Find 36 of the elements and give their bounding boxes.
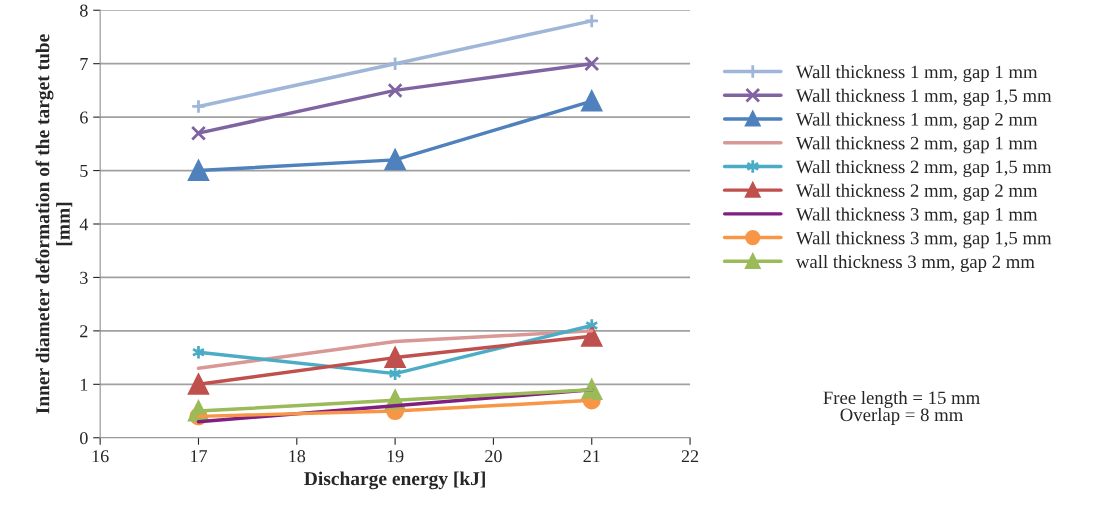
legend-label: Wall thickness 2 mm, gap 2 mm xyxy=(795,183,1038,201)
legend-label: Wall thickness 2 mm, gap 1 mm xyxy=(795,136,1038,154)
legend-label: Wall thickness 2 mm, gap 1,5 mm xyxy=(795,159,1052,178)
x-tick-label: 21 xyxy=(583,450,600,463)
point xyxy=(387,56,403,72)
text: Free length = 15 mm Overlap = 8 mm xyxy=(823,390,980,425)
point xyxy=(188,160,209,181)
legend-label: Wall thickness 1 mm, gap 1,5 mm xyxy=(795,88,1052,106)
legend-label: Wall thickness 1 mm, gap 2 mm xyxy=(795,112,1038,130)
x-axis-title: Discharge energy [kJ] xyxy=(304,471,485,490)
point xyxy=(387,82,403,99)
y-tick-label: 0 xyxy=(80,432,88,445)
y-tick-label: 6 xyxy=(80,111,88,124)
x-tick-label: 20 xyxy=(485,450,502,463)
legend-label: wall thickness 3 mm, gap 2 mm xyxy=(795,254,1035,272)
legend-label: Wall thickness 3 mm, gap 1 mm xyxy=(795,207,1038,225)
y-tick-label: 3 xyxy=(80,271,88,284)
point xyxy=(188,373,209,395)
y-tick-label: 8 xyxy=(80,4,88,17)
y-tick-label: 4 xyxy=(79,218,89,231)
y-tick-label: 5 xyxy=(80,165,88,177)
x-tick-label: 22 xyxy=(681,450,699,463)
legend-label: Wall thickness 3 mm, gap 1,5 mm xyxy=(795,231,1052,249)
y-axis-title: Inner diameter deformation of the target tube [mm] xyxy=(35,34,73,414)
point xyxy=(190,98,207,115)
x-tick-label: 18 xyxy=(289,450,306,463)
point xyxy=(190,125,207,141)
x-tick-label: 19 xyxy=(387,450,404,463)
point xyxy=(581,90,603,112)
point xyxy=(584,56,600,72)
legend-label: Wall thickness 1 mm, gap 1 mm xyxy=(795,65,1038,83)
y-tick-label: 2 xyxy=(80,325,88,338)
y-tick-label: 7 xyxy=(80,58,88,70)
x-tick-label: 17 xyxy=(191,450,207,463)
y-tick-label: 1 xyxy=(80,378,88,391)
x-tick-label: 16 xyxy=(92,450,109,463)
